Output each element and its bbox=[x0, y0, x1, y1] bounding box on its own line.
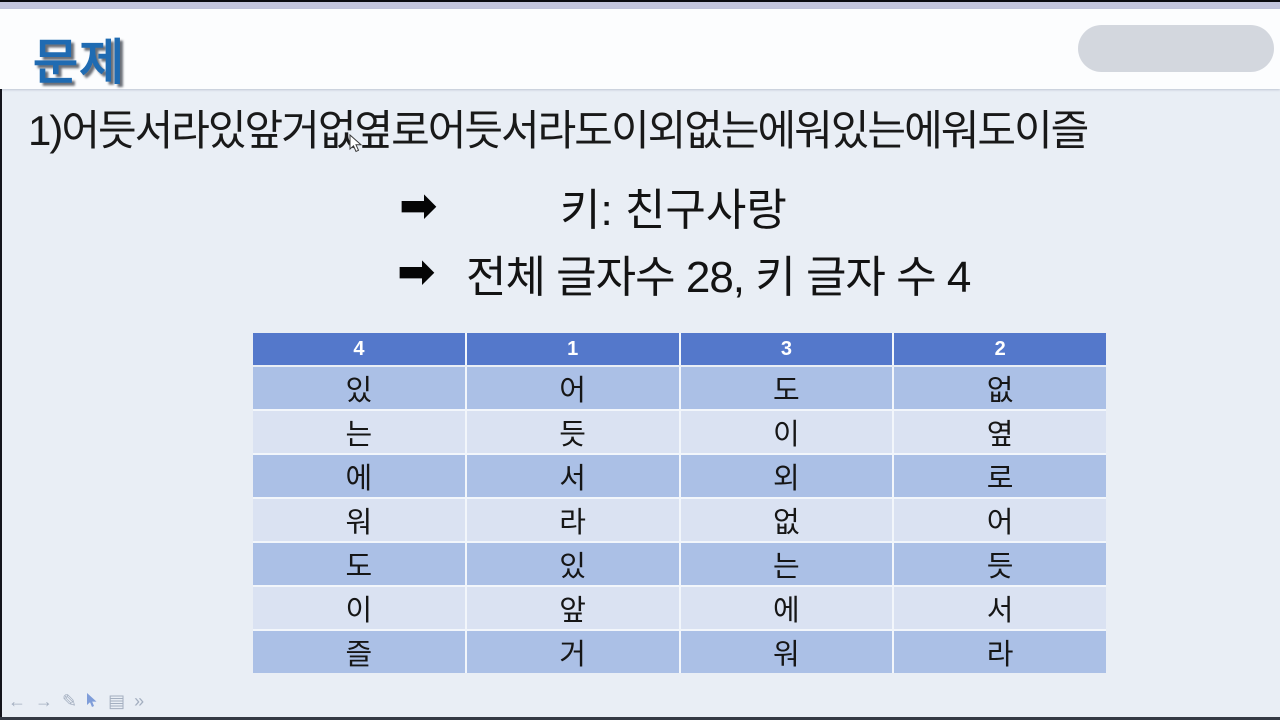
more-options-icon[interactable]: » bbox=[134, 691, 145, 711]
table-header-cell: 4 bbox=[253, 333, 465, 365]
slides-overview-icon[interactable]: ▤ bbox=[108, 691, 126, 711]
table-header-cell: 1 bbox=[466, 333, 679, 365]
pen-icon[interactable]: ✎ bbox=[62, 691, 78, 711]
table-cell: 워 bbox=[253, 499, 465, 541]
mouse-cursor-icon bbox=[349, 134, 363, 154]
table-cell: 이 bbox=[680, 411, 893, 453]
table-cell: 이 bbox=[253, 587, 465, 629]
table-cell: 서 bbox=[894, 587, 1106, 629]
next-slide-icon[interactable]: → bbox=[35, 691, 53, 711]
previous-slide-icon[interactable]: ← bbox=[8, 691, 26, 711]
table-cell: 도 bbox=[680, 367, 893, 409]
key-text: 키: 친구사랑 bbox=[560, 186, 787, 235]
count-text: 전체 글자수 28, 키 글자 수 4 bbox=[466, 253, 971, 302]
table-cell: 는 bbox=[253, 411, 465, 453]
table-cell: 라 bbox=[466, 499, 679, 541]
slide-body bbox=[0, 89, 1280, 717]
header-pill bbox=[1078, 25, 1274, 72]
table-cell: 앞 bbox=[466, 587, 679, 629]
table-cell: 로 bbox=[894, 455, 1106, 497]
table-cell: 에 bbox=[680, 587, 893, 629]
table-cell: 어 bbox=[894, 499, 1106, 541]
top-strip bbox=[0, 2, 1280, 9]
title-band: 문제 bbox=[0, 9, 1280, 90]
cipher-text: 1)어듯서라있앞거없옆로어듯서라도이외없는에워있는에워도이즐 bbox=[28, 107, 1089, 154]
pointer-icon[interactable] bbox=[86, 693, 99, 709]
table-cell: 는 bbox=[680, 543, 893, 585]
table-cell: 있 bbox=[466, 543, 679, 585]
table-header-cell: 2 bbox=[894, 333, 1106, 365]
bottom-edge-line bbox=[0, 717, 1280, 720]
presenter-toolbar: ← → ✎ ▤ » bbox=[8, 692, 144, 710]
table-cell: 없 bbox=[894, 367, 1106, 409]
table-cell: 거 bbox=[466, 631, 679, 673]
table-cell: 워 bbox=[680, 631, 893, 673]
table-cell: 옆 bbox=[894, 411, 1106, 453]
table-cell: 서 bbox=[466, 455, 679, 497]
table-cell: 도 bbox=[253, 543, 465, 585]
table-cell: 듯 bbox=[466, 411, 679, 453]
arrow-right-icon: ➡ bbox=[399, 179, 438, 231]
table-cell: 외 bbox=[680, 455, 893, 497]
arrow-right-icon: ➡ bbox=[397, 245, 436, 297]
page-title: 문제 bbox=[33, 36, 126, 90]
table-cell: 어 bbox=[466, 367, 679, 409]
table-cell: 있 bbox=[253, 367, 465, 409]
table-cell: 에 bbox=[253, 455, 465, 497]
table-cell: 듯 bbox=[894, 543, 1106, 585]
table-header-cell: 3 bbox=[680, 333, 893, 365]
table-cell: 라 bbox=[894, 631, 1106, 673]
table-cell: 없 bbox=[680, 499, 893, 541]
top-edge-line bbox=[0, 0, 1280, 2]
table-cell: 즐 bbox=[253, 631, 465, 673]
